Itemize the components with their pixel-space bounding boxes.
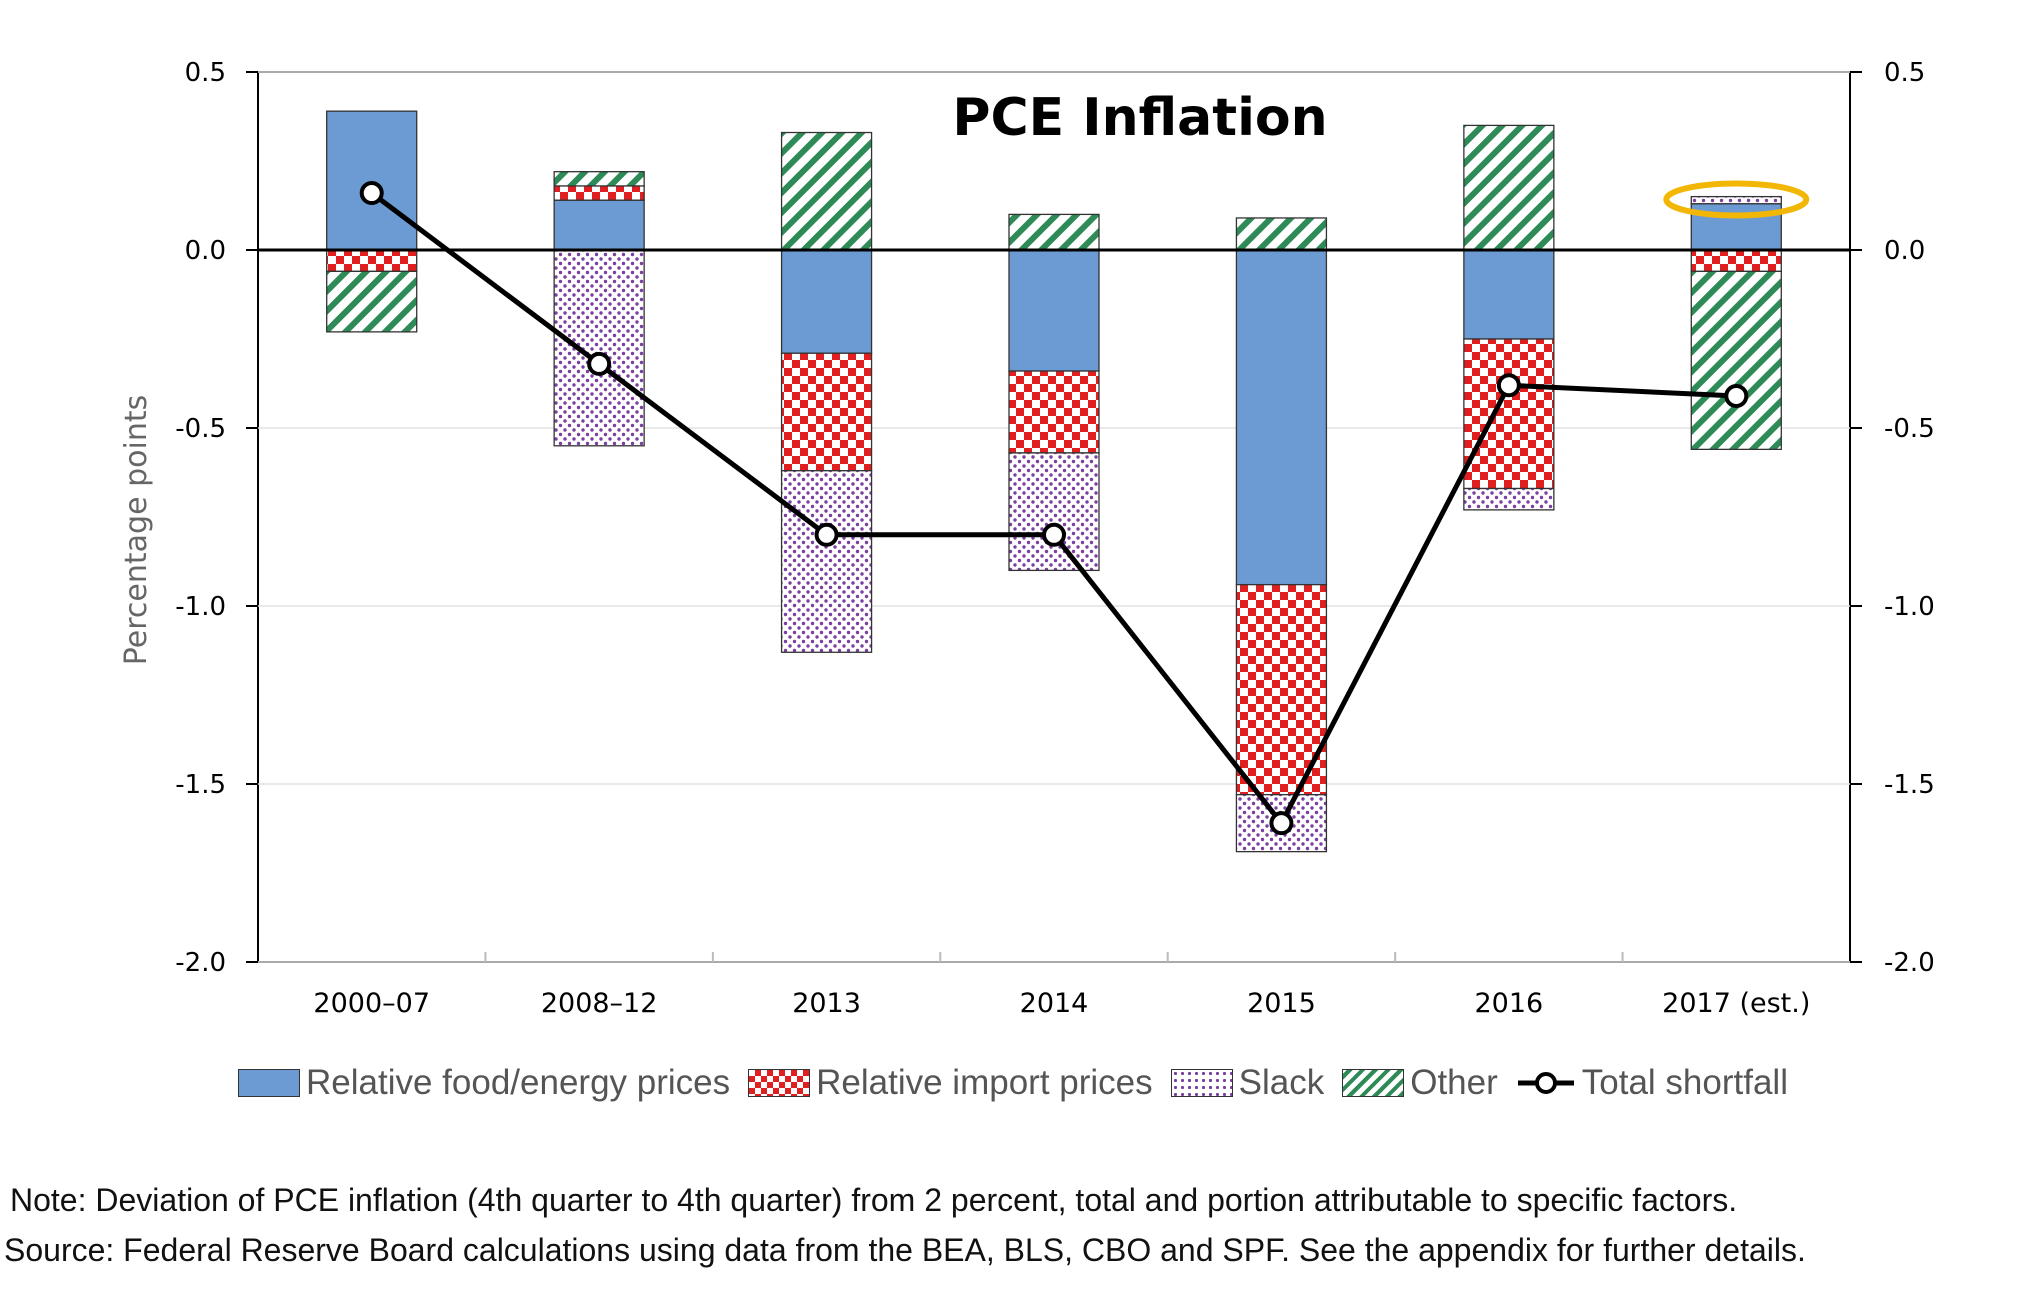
total-shortfall-point (1269, 811, 1294, 836)
line-marker-icon (1517, 1072, 1574, 1094)
total-shortfall-point (1042, 522, 1066, 547)
total-shortfall-point (587, 351, 612, 376)
category-label: 2017 (est.) (1662, 988, 1810, 1019)
category-label: 2014 (1020, 988, 1089, 1019)
total-shortfall-point (1724, 383, 1749, 408)
right-tick-label: -1.0 (1884, 592, 1935, 622)
category-label: 2008–12 (541, 988, 658, 1019)
category-label: 2015 (1247, 988, 1316, 1019)
left-tick-label: 0.5 (185, 58, 226, 88)
bar-segment-food-energy (553, 199, 645, 251)
legend-item-slack: Slack (1170, 1063, 1325, 1103)
legend-label-food-energy: Relative food/energy prices (306, 1063, 731, 1102)
bar-stacks (326, 110, 1782, 853)
category-label: 2016 (1474, 988, 1543, 1019)
left-tick-label: -0.5 (175, 414, 226, 444)
source-text: Source: Federal Reserve Board calculatio… (4, 1232, 1806, 1268)
food-energy-swatch-icon (238, 1069, 300, 1097)
right-tick-label: -1.5 (1884, 770, 1935, 800)
highlight-ellipse (1663, 180, 1810, 219)
legend-item-other: Other (1342, 1063, 1498, 1103)
slack-swatch-icon (1170, 1069, 1233, 1097)
category-labels: 2000–07 2008–12 2013 2014 2015 2016 2017 (est.… (313, 952, 1810, 1019)
notes-block: Note: Deviation of PCE inflation (4th qu… (0, 1175, 2026, 1275)
category-label: 2000–07 (313, 988, 430, 1019)
right-tick-label: -0.5 (1884, 414, 1935, 444)
bar-segment-slack (553, 249, 645, 447)
bar-segment-import (326, 249, 418, 273)
bar-segment-import (1008, 370, 1100, 454)
left-tick-label: 0.0 (185, 236, 226, 266)
bar-segment-other (1463, 124, 1555, 251)
bar-segment-other (1235, 217, 1328, 251)
legend-label-other: Other (1410, 1063, 1498, 1102)
chart-title: PCE Inflation (952, 88, 1327, 148)
total-shortfall-point (1496, 373, 1521, 398)
bar-segment-food-energy (1235, 249, 1328, 586)
bar-segment-slack (780, 470, 873, 653)
category-label: 2013 (792, 988, 861, 1019)
legend-item-import: Relative import prices (748, 1063, 1153, 1103)
import-swatch-icon (748, 1069, 811, 1097)
legend: Relative food/energy prices Relative imp… (0, 1058, 2026, 1108)
y-axis-label: Percentage points (119, 395, 154, 665)
bar-segment-import (1463, 338, 1555, 490)
total-shortfall-point (359, 181, 384, 206)
bar-segment-other (1690, 270, 1782, 451)
bar-segment-import (780, 352, 873, 472)
right-tick-label: 0.0 (1884, 236, 1925, 266)
left-tick-label: -1.5 (175, 770, 226, 800)
bar-segment-import (1690, 249, 1782, 273)
pce-inflation-chart: 0.5 0.0 -0.5 -1.0 -1.5 -2.0 0.5 0.0 -0.5 -1.0 -1.… (119, 58, 1935, 1019)
note-text: Note: Deviation of PCE inflation (4th qu… (10, 1182, 1738, 1218)
legend-label-slack: Slack (1238, 1063, 1325, 1102)
bar-segment-other (780, 131, 873, 251)
bar-segment-slack (1463, 487, 1555, 511)
bar-segment-food-energy (1008, 249, 1100, 372)
legend-label-total: Total shortfall (1581, 1063, 1788, 1102)
bar-segment-food-energy (1463, 249, 1555, 340)
left-axis-ticks: 0.5 0.0 -0.5 -1.0 -1.5 -2.0 (175, 58, 258, 978)
gridlines (258, 71, 1850, 963)
bar-segment-import (553, 185, 645, 201)
legend-item-food-energy: Relative food/energy prices (238, 1063, 730, 1103)
right-tick-label: 0.5 (1884, 58, 1925, 88)
bar-segment-food-energy (780, 249, 873, 354)
left-tick-label: -2.0 (175, 948, 226, 978)
left-tick-label: -1.0 (175, 592, 226, 622)
bar-segment-food-energy (326, 110, 418, 251)
legend-item-total: Total shortfall (1516, 1063, 1788, 1103)
legend-label-import: Relative import prices (816, 1063, 1153, 1102)
bar-segment-other (553, 171, 645, 187)
other-swatch-icon (1342, 1069, 1405, 1097)
bar-segment-food-energy (1690, 203, 1782, 251)
right-axis-ticks: 0.5 0.0 -0.5 -1.0 -1.5 -2.0 (1850, 58, 1935, 978)
total-shortfall-line (359, 181, 1749, 836)
bar-segment-slack (1008, 452, 1100, 572)
bar-segment-other (1008, 213, 1100, 251)
bar-segment-other (326, 270, 418, 333)
total-shortfall-point (814, 522, 839, 547)
bar-segment-import (1235, 583, 1328, 796)
right-tick-label: -2.0 (1884, 948, 1935, 978)
bar-segment-slack (1690, 195, 1782, 205)
